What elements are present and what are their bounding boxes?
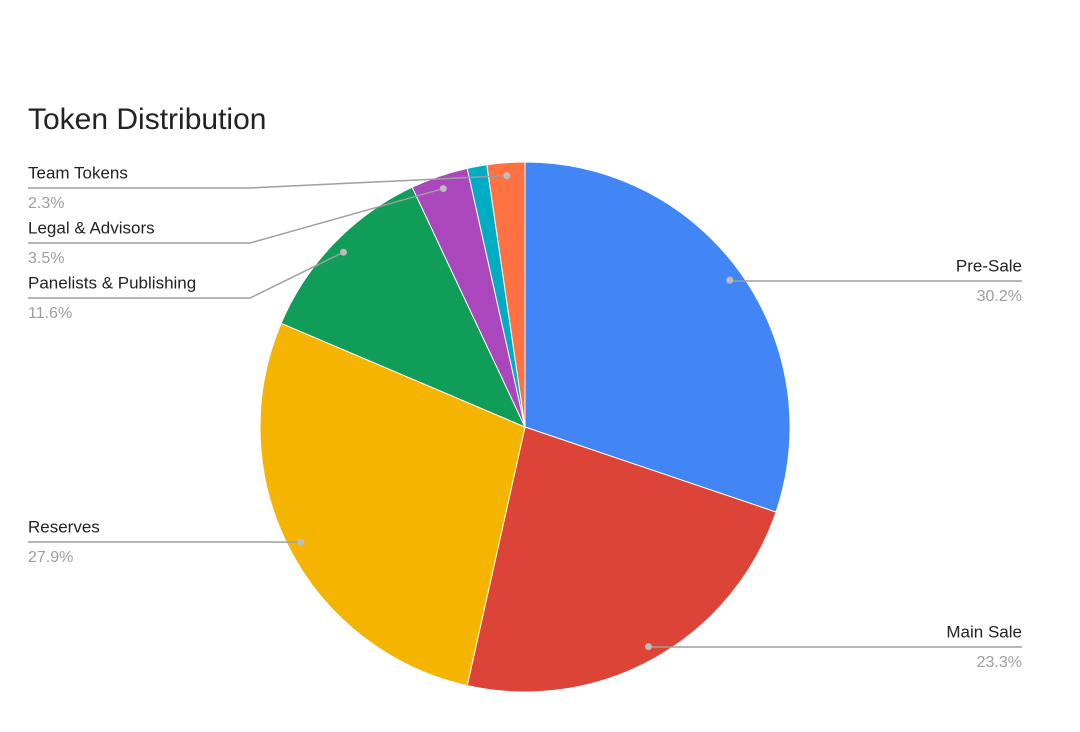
pie-slice <box>524 161 791 513</box>
leader-line <box>28 187 444 244</box>
chart-title: Token Distribution <box>28 103 266 136</box>
leader-line <box>28 174 507 189</box>
slice-label: Panelists & Publishing <box>28 273 196 292</box>
leader-dot <box>297 538 305 546</box>
leader-dot <box>644 643 652 651</box>
leader-line <box>729 280 1022 282</box>
leader-dot <box>503 172 511 180</box>
slice-label: Legal & Advisors <box>28 218 155 237</box>
pie-slice <box>466 426 777 693</box>
slice-label: Team Tokens <box>28 163 128 182</box>
slice-label: Main Sale <box>946 622 1022 641</box>
slice-value-label: 11.6% <box>28 305 72 322</box>
slice-value-label: 30.2% <box>977 288 1022 305</box>
leader-dot <box>726 276 734 284</box>
slice-value-label: 2.3% <box>28 195 64 212</box>
slice-label: Reserves <box>28 517 100 536</box>
leader-line <box>28 251 344 299</box>
pie-slice <box>486 161 526 428</box>
pie-slice <box>259 322 526 687</box>
slice-value-label: 27.9% <box>28 549 73 566</box>
leader-dot <box>339 248 347 256</box>
slice-value-label: 23.3% <box>977 654 1022 671</box>
leader-dot <box>439 185 447 193</box>
slice-value-label: 3.5% <box>28 250 64 267</box>
slice-label: Pre-Sale <box>956 256 1022 275</box>
pie-slice <box>280 186 527 428</box>
